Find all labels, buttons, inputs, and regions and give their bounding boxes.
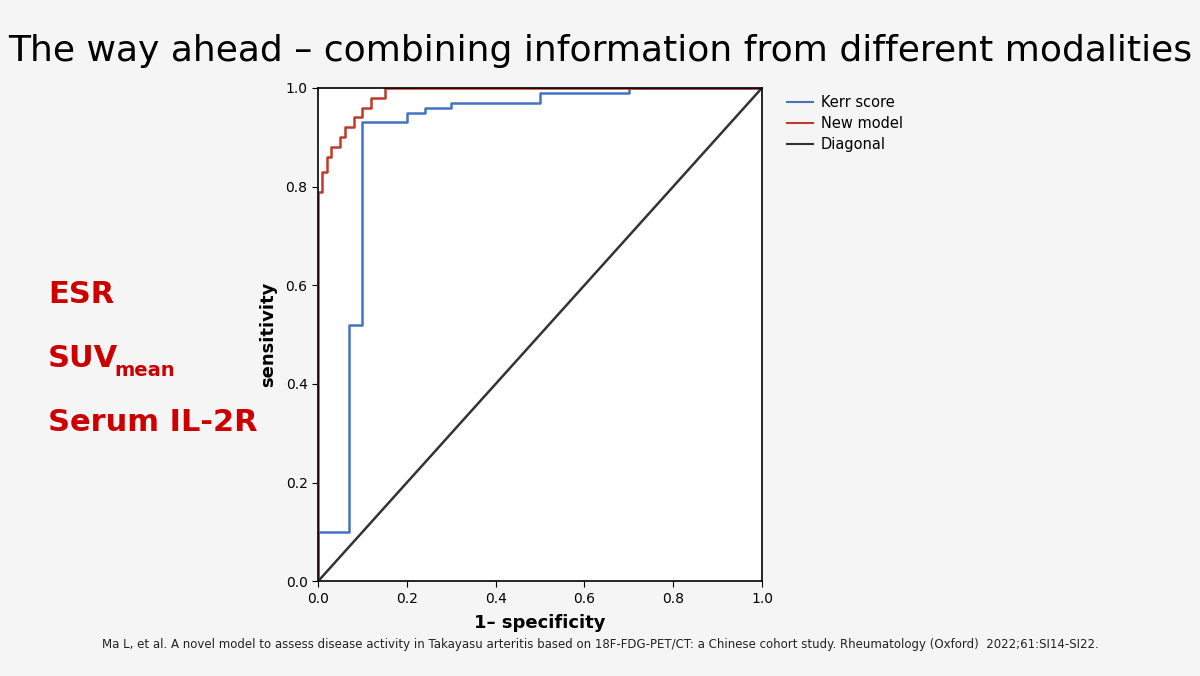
New model xyxy=(311,187,325,195)
New model xyxy=(311,577,325,585)
New model xyxy=(355,114,370,122)
Kerr score xyxy=(311,528,325,536)
Kerr score xyxy=(400,108,414,116)
Text: mean: mean xyxy=(114,361,175,380)
Kerr score xyxy=(622,89,636,97)
Kerr score xyxy=(329,528,343,536)
Kerr score xyxy=(386,118,401,126)
Kerr score xyxy=(324,528,338,536)
Text: Serum IL-2R: Serum IL-2R xyxy=(48,408,258,437)
Kerr score xyxy=(334,528,348,536)
New model xyxy=(347,114,361,122)
Kerr score xyxy=(755,84,769,92)
Kerr score xyxy=(311,577,325,585)
Kerr score xyxy=(337,528,352,536)
New model xyxy=(316,187,330,195)
New model xyxy=(319,168,334,176)
Kerr score xyxy=(337,528,352,536)
Kerr score xyxy=(316,528,330,536)
New model xyxy=(324,153,338,161)
New model xyxy=(755,84,769,92)
Kerr score xyxy=(316,528,330,536)
Line: New model: New model xyxy=(318,88,762,581)
New model xyxy=(316,168,330,176)
Text: The way ahead – combining information from different modalities: The way ahead – combining information fr… xyxy=(8,34,1192,68)
Text: SUV: SUV xyxy=(48,344,119,372)
Kerr score xyxy=(347,320,361,329)
New model xyxy=(355,103,370,112)
Text: ESR: ESR xyxy=(48,280,114,308)
Kerr score xyxy=(444,99,458,107)
Kerr score xyxy=(342,528,356,536)
New model xyxy=(319,153,334,161)
Kerr score xyxy=(329,528,343,536)
New model xyxy=(347,123,361,131)
Kerr score xyxy=(334,528,348,536)
Kerr score xyxy=(378,118,392,126)
Kerr score xyxy=(368,118,383,126)
Kerr score xyxy=(319,528,334,536)
New model xyxy=(364,94,378,102)
Kerr score xyxy=(386,118,401,126)
Legend: Kerr score, New model, Diagonal: Kerr score, New model, Diagonal xyxy=(787,95,902,152)
Line: Kerr score: Kerr score xyxy=(318,88,762,581)
Kerr score xyxy=(400,118,414,126)
Kerr score xyxy=(355,320,370,329)
Y-axis label: sensitivity: sensitivity xyxy=(259,282,277,387)
New model xyxy=(337,123,352,131)
Kerr score xyxy=(622,84,636,92)
Kerr score xyxy=(324,528,338,536)
New model xyxy=(337,133,352,141)
Kerr score xyxy=(533,89,547,97)
Kerr score xyxy=(444,103,458,112)
Kerr score xyxy=(342,320,356,329)
Kerr score xyxy=(319,528,334,536)
Kerr score xyxy=(533,99,547,107)
Text: Ma L, et al. A novel model to assess disease activity in Takayasu arteritis base: Ma L, et al. A novel model to assess dis… xyxy=(102,638,1098,651)
Kerr score xyxy=(418,103,432,112)
X-axis label: 1– specificity: 1– specificity xyxy=(474,614,606,632)
New model xyxy=(334,133,348,141)
New model xyxy=(378,94,392,102)
Kerr score xyxy=(355,118,370,126)
Kerr score xyxy=(347,320,361,329)
Kerr score xyxy=(418,108,432,116)
New model xyxy=(378,84,392,92)
Kerr score xyxy=(378,118,392,126)
New model xyxy=(324,143,338,151)
Kerr score xyxy=(368,118,383,126)
New model xyxy=(364,103,378,112)
New model xyxy=(334,143,348,151)
